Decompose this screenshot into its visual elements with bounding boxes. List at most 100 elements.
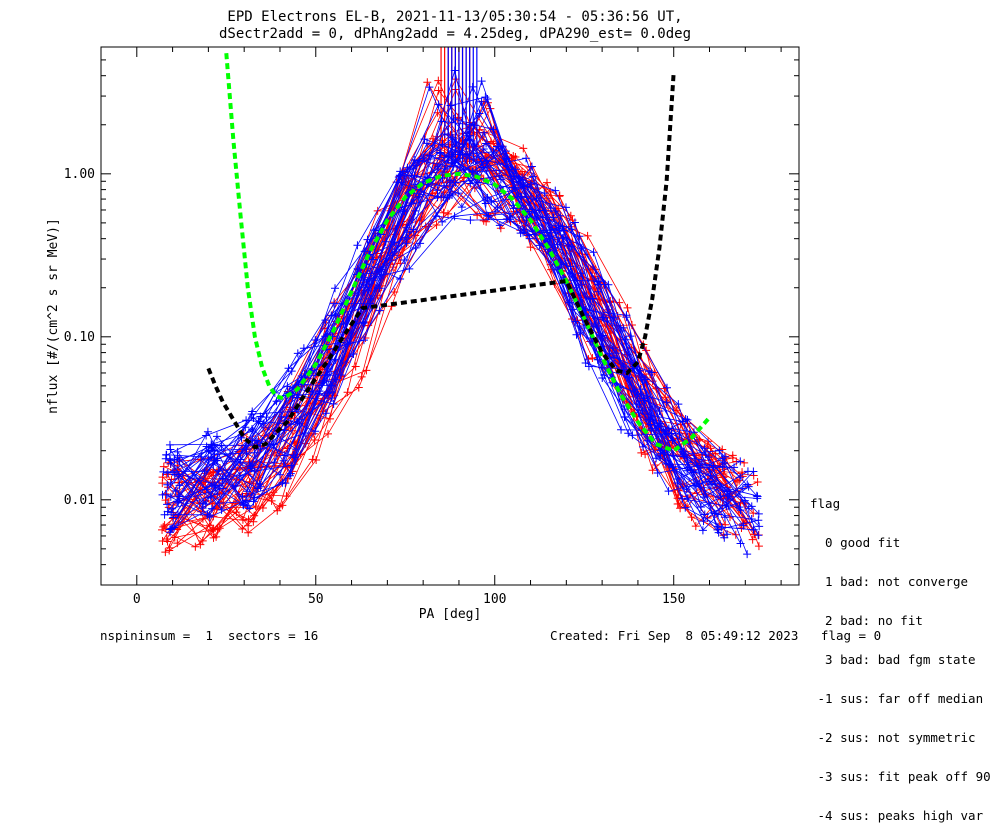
spectrum-marker	[724, 487, 733, 496]
spectrum-marker	[423, 78, 432, 87]
spectra-series	[158, 47, 764, 559]
spectrum-marker	[214, 466, 223, 475]
spectrum-marker	[159, 467, 168, 476]
spectrum-marker	[396, 171, 405, 180]
spectrum-marker	[209, 533, 218, 542]
spectrum-marker	[639, 394, 648, 403]
spectrum-marker	[542, 178, 551, 187]
spectrum-marker	[166, 445, 175, 454]
spectrum-marker	[173, 497, 182, 506]
spectrum-marker	[479, 145, 488, 154]
spectrum-marker	[628, 431, 637, 440]
spectrum-marker	[254, 417, 263, 426]
spectrum-marker	[736, 473, 745, 482]
spectrum-marker	[481, 199, 490, 208]
spectrum-marker	[207, 453, 216, 462]
spectrum-marker	[417, 215, 426, 224]
chart-title: EPD Electrons EL-B, 2021-11-13/05:30:54 …	[227, 9, 682, 25]
spectrum-marker	[280, 426, 289, 435]
spectrum-marker	[329, 400, 338, 409]
spectrum-marker	[375, 306, 384, 315]
spectrum-marker	[736, 539, 745, 548]
spectrum-marker	[325, 414, 334, 423]
spectrum-marker	[715, 446, 724, 455]
spectrum-marker	[343, 388, 352, 397]
spectrum-marker	[366, 294, 375, 303]
spectrum-marker	[484, 212, 493, 221]
spectrum-marker	[604, 280, 613, 289]
spectrum-marker	[673, 494, 682, 503]
axes: 0 50 100 150 0.01 0.10 1.00	[64, 46, 799, 607]
y-axis-label: nflux [#/(cm^2 s sr MeV)]	[46, 218, 61, 414]
spectrum-marker	[664, 487, 673, 496]
spectrum-marker	[753, 478, 762, 487]
legend-item: 2 bad: no fit	[810, 613, 923, 628]
spectrum-marker	[248, 407, 257, 416]
spectrum-marker	[680, 452, 689, 461]
spectrum-marker	[270, 458, 279, 467]
spectrum-marker	[162, 490, 171, 499]
spectrum-marker	[196, 540, 205, 549]
spectrum-marker	[487, 197, 496, 206]
spectrum-marker	[369, 226, 378, 235]
spectrum-marker	[168, 504, 177, 513]
spectrum-marker	[551, 186, 560, 195]
spectrum-marker	[648, 466, 657, 475]
spectrum-marker	[163, 469, 172, 478]
spectrum-marker	[213, 525, 222, 534]
spectrum-marker	[736, 506, 745, 515]
flag-legend: flag 0 good fit 1 bad: not converge 2 ba…	[810, 471, 991, 835]
spectrum-marker	[166, 528, 175, 537]
spectrum-marker	[555, 191, 564, 200]
spectrum-marker	[402, 239, 411, 248]
spectrum-marker	[262, 413, 271, 422]
spectrum-marker	[491, 207, 500, 216]
spectrum-line	[163, 152, 744, 532]
spectrum-marker	[420, 135, 429, 144]
spectrum-marker	[247, 464, 256, 473]
spectrum-marker	[678, 494, 687, 503]
legend-item: 3 bad: bad fgm state	[810, 652, 976, 667]
spectrum-marker	[273, 506, 282, 515]
spectrum-marker	[244, 528, 253, 537]
legend-item: -1 sus: far off median	[810, 691, 984, 706]
spectrum-marker	[248, 461, 257, 470]
spectrum-marker	[191, 542, 200, 551]
spectrum-marker	[331, 311, 340, 320]
spectrum-marker	[409, 225, 418, 234]
spectrum-marker	[256, 445, 265, 454]
y-tick-label: 0.01	[64, 493, 95, 508]
spectrum-marker	[683, 494, 692, 503]
x-tick-label: 0	[133, 592, 141, 607]
spectrum-marker	[200, 467, 209, 476]
spectrum-line	[177, 118, 726, 518]
spectrum-marker	[754, 516, 763, 525]
spectrum-marker	[238, 524, 247, 533]
spectrum-marker	[749, 509, 758, 518]
spectrum-marker	[375, 273, 384, 282]
spectrum-marker	[540, 189, 549, 198]
spectrum-marker	[482, 217, 491, 226]
spectrum-marker	[437, 117, 446, 126]
footer-created: Created: Fri Sep 8 05:49:12 2023 flag = …	[550, 628, 882, 643]
spectrum-marker	[720, 472, 729, 481]
spectrum-marker	[754, 531, 763, 540]
spectrum-marker	[431, 212, 440, 221]
spectrum-marker	[293, 393, 302, 402]
spectrum-marker	[457, 203, 466, 212]
spectrum-marker	[720, 458, 729, 467]
spectrum-marker	[163, 500, 172, 509]
spectrum-marker	[365, 277, 374, 286]
spectrum-marker	[375, 284, 384, 293]
spectrum-marker	[743, 550, 752, 559]
spectrum-marker	[480, 128, 489, 137]
legend-item: -4 sus: peaks high var	[810, 808, 984, 823]
spectrum-marker	[626, 332, 635, 341]
spectrum-marker	[165, 440, 174, 449]
spectrum-marker	[160, 510, 169, 519]
spectrum-marker	[213, 490, 222, 499]
spectrum-marker	[749, 467, 758, 476]
spectrum-marker	[567, 242, 576, 251]
spectrum-marker	[351, 362, 360, 371]
spectrum-marker	[207, 504, 216, 513]
